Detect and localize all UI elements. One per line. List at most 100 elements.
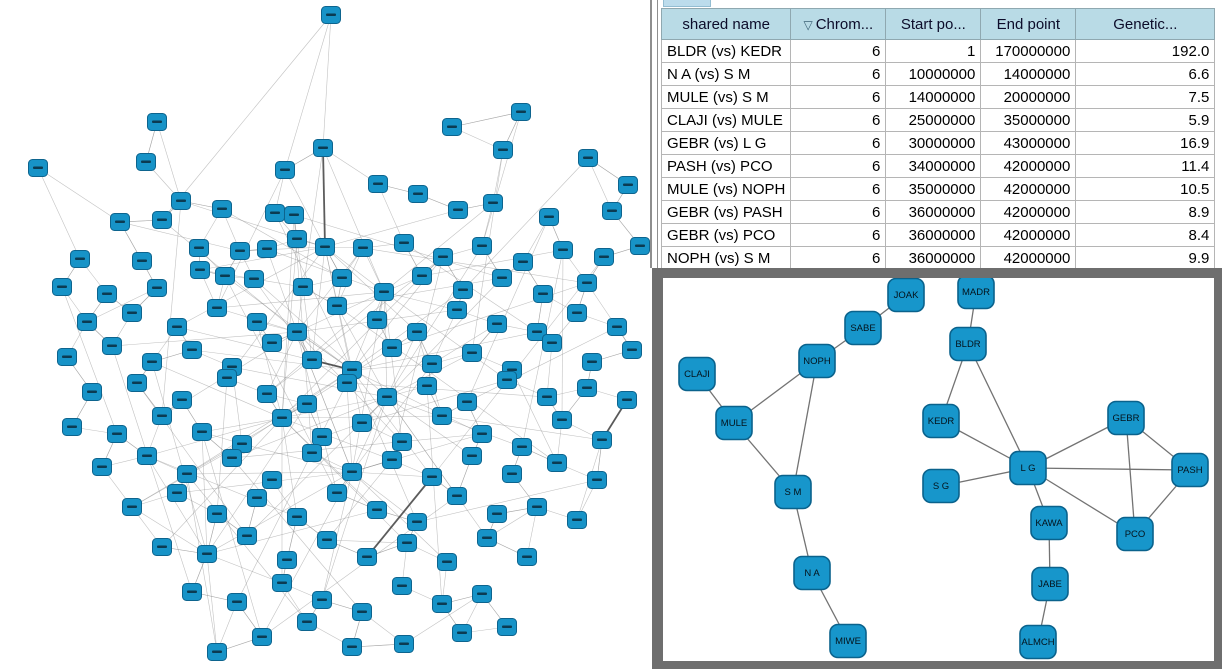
graph-edge[interactable] xyxy=(391,256,444,461)
graph-node-label[interactable] xyxy=(172,325,182,329)
graph-node-label[interactable] xyxy=(373,182,383,186)
graph-edge[interactable] xyxy=(151,361,208,555)
graph-node-label[interactable] xyxy=(417,274,427,278)
graph-edge[interactable] xyxy=(161,14,332,221)
graph-node-label[interactable] xyxy=(292,330,302,334)
graph-node-label[interactable] xyxy=(452,308,462,312)
graph-edge[interactable] xyxy=(324,246,418,333)
graph-node-label[interactable] xyxy=(612,325,622,329)
graph-edge[interactable] xyxy=(186,369,353,475)
graph-node-label[interactable] xyxy=(289,213,299,217)
graph-node-label[interactable] xyxy=(382,395,392,399)
graph-edge[interactable] xyxy=(224,275,353,371)
graph-node-label[interactable] xyxy=(212,512,222,516)
graph-node-label[interactable] xyxy=(402,541,412,545)
graph-edge[interactable] xyxy=(386,396,488,539)
graph-edge[interactable] xyxy=(403,593,483,645)
graph-edge[interactable] xyxy=(416,479,598,523)
cell-shared-name[interactable]: CLAJI (vs) MULE xyxy=(660,108,792,132)
graph-node-label[interactable] xyxy=(237,442,247,446)
graph-node-label[interactable] xyxy=(67,425,77,429)
graph-node-label[interactable] xyxy=(372,318,382,322)
graph-node[interactable] xyxy=(715,405,753,441)
graph-edge[interactable] xyxy=(146,417,283,457)
graph-node-label[interactable] xyxy=(87,390,97,394)
graph-node-label[interactable] xyxy=(516,110,526,114)
graph-edge[interactable] xyxy=(206,553,283,584)
cell-value[interactable]: 16.9 xyxy=(1075,131,1216,155)
graph-edge[interactable] xyxy=(441,415,603,441)
graph-edge[interactable] xyxy=(201,431,208,555)
graph-edge[interactable] xyxy=(61,286,118,435)
graph-edge[interactable] xyxy=(466,326,618,403)
graph-node-label[interactable] xyxy=(252,496,262,500)
graph-node-label[interactable] xyxy=(572,311,582,315)
cell-shared-name[interactable]: GEBR (vs) PCO xyxy=(660,223,792,247)
graph-node[interactable] xyxy=(844,310,882,346)
graph-node-label[interactable] xyxy=(57,285,67,289)
column-header-0[interactable]: shared name xyxy=(660,8,792,40)
graph-node-label[interactable] xyxy=(249,277,259,281)
graph-node-label[interactable] xyxy=(152,286,162,290)
graph-node-label[interactable] xyxy=(82,320,92,324)
graph-edge[interactable] xyxy=(481,111,522,247)
cell-value[interactable]: 11.4 xyxy=(1075,154,1216,178)
graph-edge[interactable] xyxy=(266,331,298,395)
graph-edge[interactable] xyxy=(336,305,558,464)
graph-node-label[interactable] xyxy=(597,438,607,442)
table-row[interactable]: GEBR (vs) PCO 6 36000000 42000000 8.4 xyxy=(660,223,1216,247)
graph-node-label[interactable] xyxy=(317,598,327,602)
graph-node-label[interactable] xyxy=(538,292,548,296)
graph-edge[interactable] xyxy=(241,443,353,473)
cell-shared-name[interactable]: MULE (vs) S M xyxy=(660,85,792,109)
graph-node-label[interactable] xyxy=(582,281,592,285)
sub-network-viewport[interactable]: CLAJI MULE NOPH SABE JOAK S M N A MIWE MADR BLDR K… xyxy=(663,278,1214,661)
graph-node-label[interactable] xyxy=(307,358,317,362)
graph-node-label[interactable] xyxy=(252,320,262,324)
graph-node-label[interactable] xyxy=(212,306,222,310)
graph-edge[interactable] xyxy=(351,471,418,523)
graph-edge[interactable] xyxy=(256,321,283,419)
graph-edge[interactable] xyxy=(336,305,388,398)
graph-node[interactable] xyxy=(1171,452,1209,488)
graph-edge[interactable] xyxy=(216,377,228,515)
cell-shared-name[interactable]: PASH (vs) PCO xyxy=(660,154,792,178)
cell-value[interactable]: 42000000 xyxy=(980,223,1077,247)
cell-value[interactable]: 9.9 xyxy=(1075,246,1216,270)
graph-node-label[interactable] xyxy=(152,120,162,124)
graph-node-label[interactable] xyxy=(623,183,633,187)
graph-node-label[interactable] xyxy=(592,478,602,482)
graph-node-label[interactable] xyxy=(397,440,407,444)
graph-edge[interactable] xyxy=(281,396,388,419)
cell-value[interactable]: 6 xyxy=(790,108,887,132)
graph-node-label[interactable] xyxy=(502,378,512,382)
graph-node[interactable] xyxy=(957,278,995,310)
graph-node-label[interactable] xyxy=(492,322,502,326)
cell-value[interactable]: 6 xyxy=(790,85,887,109)
graph-node[interactable] xyxy=(1030,505,1068,541)
graph-edge[interactable] xyxy=(266,248,298,333)
graph-node-label[interactable] xyxy=(270,211,280,215)
column-header-3[interactable]: End point xyxy=(980,8,1077,40)
graph-node-label[interactable] xyxy=(227,365,237,369)
graph-node-label[interactable] xyxy=(187,348,197,352)
graph-node-label[interactable] xyxy=(277,416,287,420)
graph-node-label[interactable] xyxy=(307,451,317,455)
cell-value[interactable]: 6 xyxy=(790,200,887,224)
graph-node-label[interactable] xyxy=(107,344,117,348)
graph-edge[interactable] xyxy=(226,246,326,379)
graph-node-label[interactable] xyxy=(280,168,290,172)
graph-edge[interactable] xyxy=(351,369,433,478)
graph-node-label[interactable] xyxy=(572,518,582,522)
cell-value[interactable]: 6 xyxy=(790,246,887,270)
cell-value[interactable]: 10000000 xyxy=(885,62,982,86)
column-header-4[interactable]: Genetic... xyxy=(1075,8,1216,40)
graph-node-label[interactable] xyxy=(437,602,447,606)
graph-edge[interactable] xyxy=(206,403,308,555)
cell-value[interactable]: 20000000 xyxy=(980,85,1077,109)
graph-node-label[interactable] xyxy=(212,650,222,654)
graph-node-label[interactable] xyxy=(467,454,477,458)
graph-edge[interactable] xyxy=(377,183,405,244)
graph-node-label[interactable] xyxy=(507,472,517,476)
graph-node[interactable] xyxy=(829,623,867,659)
